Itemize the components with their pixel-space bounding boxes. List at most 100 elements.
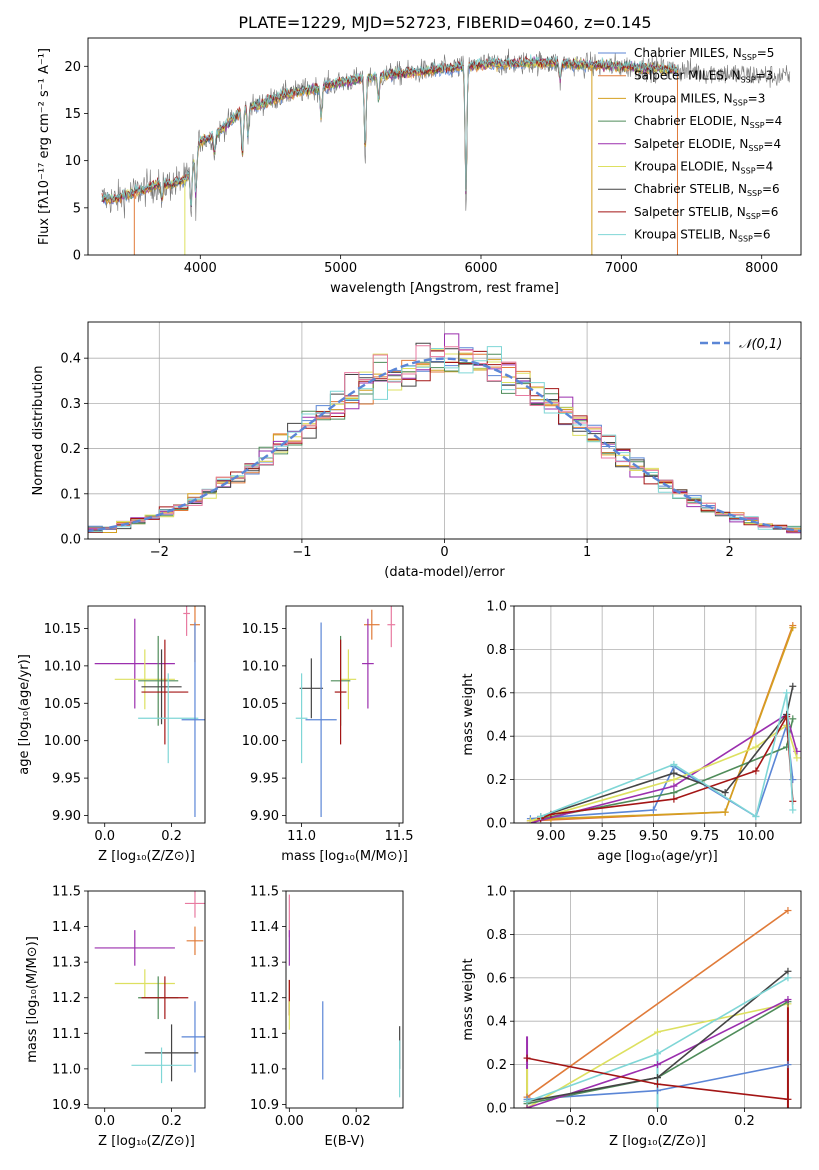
legend-label: Kroupa STELIB, NSSP=6 (634, 228, 771, 244)
axes-border (87, 37, 802, 256)
y-tick-label: 10.9 (250, 1098, 279, 1113)
x-tick-label: 2 (726, 545, 734, 560)
mass-weight-marker (721, 808, 729, 816)
y-tick-label: 0 (73, 249, 81, 264)
mass-weight-marker (537, 812, 545, 820)
mass-weight-marker (789, 682, 797, 690)
mass-weight-marker (654, 1080, 661, 1088)
plot-area (295, 606, 396, 818)
y-tick-label: 0.6 (486, 971, 507, 986)
axes-border (87, 605, 206, 824)
mass-weight-marker (654, 1074, 661, 1082)
y-tick-label: 11.4 (52, 920, 81, 935)
errorbar-point (141, 976, 189, 1020)
y-axis-label: mass [log₁₀(M/M⊙)] (25, 936, 40, 1063)
mass-weight-marker (784, 974, 792, 982)
errorbar-point (131, 1047, 192, 1084)
mass-weight-marker (784, 1061, 792, 1069)
model-spectrum-line (101, 59, 678, 206)
plot-area (94, 891, 205, 1084)
mass-weight-marker (793, 754, 801, 762)
errorbar-point (305, 622, 337, 818)
errorbar-point (141, 649, 182, 725)
mass-weight-marker (523, 1097, 531, 1105)
y-tick-label: 9.90 (52, 809, 81, 824)
residual-histogram-plot: −2 −1 0 1 2 0.0 0.1 0.2 0.3 0.4 (data-model)/error… (31, 321, 802, 580)
mass-vs-extinction-plot: 0.00 0.02 10.9 11.0 11.1 11.2 11.3 11.4 11.5 E(B-… (250, 885, 404, 1149)
legend-label: Salpeter ELODIE, NSSP=4 (634, 137, 781, 153)
plot-area (88, 333, 801, 536)
y-tick-label: 11.1 (250, 1027, 279, 1042)
x-tick-label: 0.2 (734, 1114, 755, 1129)
plot-area (94, 606, 205, 818)
y-tick-label: 5 (73, 201, 81, 216)
y-tick-label: 10 (64, 154, 81, 169)
errorbar-point (138, 635, 179, 726)
x-axis-label: Z [log₁₀(Z/Z⊙)] (98, 1134, 195, 1149)
y-tick-label: 9.90 (250, 809, 279, 824)
y-tick-label: 11.3 (52, 956, 81, 971)
age-vs-metallicity-plot: 0.0 0.2 9.90 9.95 10.00 10.05 10.10 10.15 Z [log… (17, 605, 206, 864)
mass-weight-marker (670, 776, 678, 784)
errorbar-point (94, 618, 175, 709)
mass-weight-marker (670, 769, 678, 777)
x-tick-label: 0.2 (161, 829, 182, 844)
mass-weight-marker (523, 1054, 531, 1062)
model-spectrum-line (101, 58, 678, 205)
y-tick-label: 15 (64, 107, 81, 122)
errorbar-point (387, 606, 396, 648)
y-tick-label: 11.0 (52, 1062, 81, 1077)
x-axis-label: age [log₁₀(age/yr)] (597, 849, 718, 864)
errorbar-point (362, 618, 374, 709)
mass-weight-marker (784, 996, 792, 1003)
mass-weight-marker (526, 817, 534, 823)
axes-frame: 11.0 11.5 9.90 9.95 10.00 10.05 10.10 10.15 mass… (242, 605, 414, 864)
x-tick-label: −1 (292, 545, 311, 560)
y-tick-label: 0.2 (486, 773, 507, 788)
mass-weight-marker (789, 715, 797, 723)
mass-weight-marker (784, 907, 792, 915)
x-tick-label: 9.75 (690, 829, 719, 844)
y-tick-label: 0.4 (60, 352, 81, 367)
model-spectrum-line (101, 54, 678, 206)
mass-weight-line (530, 713, 798, 823)
y-tick-label: 11.5 (250, 885, 279, 900)
mass-weight-marker (649, 806, 657, 814)
errorbar-point (144, 1024, 199, 1082)
y-tick-label: 10.05 (44, 697, 81, 712)
mass-weight-marker (789, 806, 797, 814)
y-tick-label: 0.0 (486, 817, 507, 832)
y-tick-label: 10.00 (242, 734, 279, 749)
mass-weight-line (540, 714, 794, 820)
axes-border (513, 605, 802, 824)
y-tick-label: 1.0 (486, 600, 507, 615)
legend-label: 𝒩(0,1) (739, 337, 782, 352)
errorbar-point (138, 673, 199, 764)
legend-label: Chabrier STELIB, NSSP=6 (634, 182, 780, 198)
y-axis-label: mass weight (461, 673, 476, 755)
axes-border (285, 890, 404, 1109)
errorbar-point (334, 639, 347, 745)
x-tick-label: 0.00 (275, 1114, 304, 1129)
y-tick-label: 0.8 (486, 928, 507, 943)
y-tick-label: 20 (64, 60, 81, 75)
legend: Chabrier MILES, NSSP=5 Salpeter MILES, NS… (598, 46, 782, 244)
errorbar-point (114, 649, 175, 710)
plot-area (101, 48, 791, 255)
y-tick-label: 11.5 (52, 885, 81, 900)
age-vs-mass-plot: 11.0 11.5 9.90 9.95 10.00 10.05 10.10 10.15 mass… (242, 605, 414, 864)
mass-weight-marker (654, 1028, 661, 1036)
x-tick-label: 6000 (464, 261, 497, 276)
y-tick-label: 0.2 (60, 442, 81, 457)
x-axis-label: Z [log₁₀(Z/Z⊙)] (98, 849, 195, 864)
errorbar-point (364, 609, 380, 640)
x-tick-label: 0.0 (647, 1114, 668, 1129)
legend-label: Chabrier ELODIE, NSSP=4 (634, 114, 782, 130)
mass-weight-marker (752, 743, 760, 751)
mass-vs-metallicity-plot: 0.0 0.2 10.9 11.0 11.1 11.2 11.3 11.4 11.5 Z [log… (25, 885, 206, 1149)
y-tick-label: 0.3 (60, 397, 81, 412)
mass-weight-marker (784, 967, 792, 975)
legend-label: Salpeter MILES, NSSP=3 (634, 69, 773, 85)
mass-weight-marker (670, 782, 678, 790)
y-tick-label: 0.4 (486, 730, 507, 745)
